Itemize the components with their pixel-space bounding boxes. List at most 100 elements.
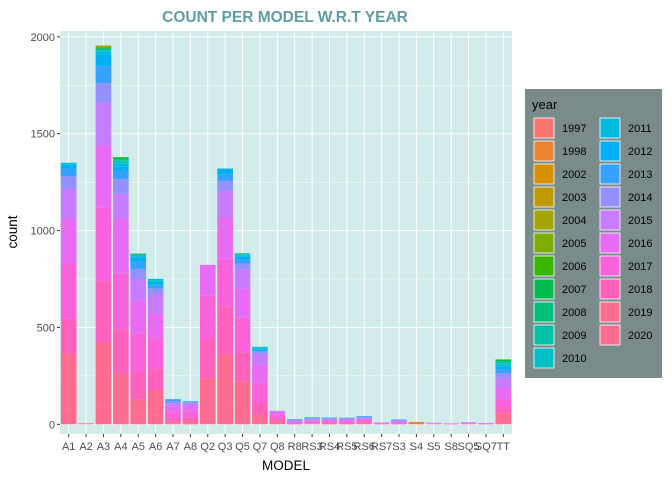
bar-segment-RS4-2016	[321, 420, 338, 422]
bar-segment-Q5-2010	[234, 254, 251, 256]
bar-segment-TT-2006	[495, 359, 512, 360]
bar-segment-A7-2014	[165, 401, 181, 404]
bar-segment-Q3-2013	[217, 174, 233, 182]
x-axis-ticks: A1 A2 A3 A4 A5 A6 A7 A8 Q2 Q3 Q5 Q7 Q8 R8 RS3RS4RS5RS6…	[62, 434, 510, 453]
bar-segment-A3-2009	[95, 49, 112, 51]
bar-segment-RS5-2017	[339, 421, 355, 423]
bar-segment-A6-2015	[147, 294, 164, 314]
bar-segment-A6-2020	[147, 415, 164, 425]
bar-segment-Q7-2015	[252, 354, 268, 365]
bar-segment-Q5-2013	[234, 259, 251, 264]
legend-key-2003	[533, 186, 555, 208]
bar-segment-A4-2017	[113, 273, 129, 330]
bar-segment-A3-2007	[95, 47, 112, 49]
bar-segment-TT-2016	[495, 387, 512, 400]
bar-segment-A4-2013	[113, 170, 129, 180]
bar-segment-A5-2012	[130, 257, 147, 262]
bar-segment-A5-2020	[130, 414, 147, 425]
bar-segment-A6-2014	[147, 288, 164, 295]
bar-segment-Q8-2018	[269, 418, 286, 422]
bar-segment-RS6-2015	[356, 418, 373, 420]
bar-segment-Q7-2011	[252, 347, 268, 349]
legend-key-2005	[533, 232, 555, 254]
x-tick-label: A2	[79, 441, 92, 453]
bar-segment-A4-2014	[113, 179, 129, 194]
legend-key-2012	[599, 140, 621, 162]
bar-segment-A5-2011	[130, 256, 147, 258]
bar-segment-Q2-2019	[199, 378, 216, 419]
bar-segment-A8-2018	[182, 417, 199, 422]
legend: year 1997 1998 2002 2003 2004 2005 2006 2007 200…	[525, 89, 662, 378]
x-axis-title: MODEL	[262, 458, 311, 473]
bar-segment-A5-2014	[130, 269, 147, 279]
bar-segment-TT-2008	[495, 361, 512, 363]
legend-key-2007	[533, 278, 555, 300]
bar-segment-RS6-2013	[356, 416, 373, 418]
legend-label-2019: 2019	[628, 307, 652, 319]
bar-segment-S4-1997	[408, 421, 425, 423]
bar-segment-RS3-2014	[304, 418, 320, 420]
bar-segment-A8-2015	[182, 403, 199, 407]
bar-segment-Q8-2017	[269, 414, 286, 419]
y-axis-title: count	[5, 215, 20, 248]
legend-label-2007: 2007	[562, 284, 586, 296]
legend-label-2005: 2005	[562, 238, 586, 250]
bar-segment-RS5-2015	[339, 419, 355, 421]
bar-segment-A1-2014	[60, 176, 77, 189]
bar-segment-RS4-2018	[321, 422, 338, 424]
bar-segment-S3-2013	[391, 419, 407, 421]
bar-segment-Q5-2017	[234, 317, 251, 353]
bar-segment-S5-2017	[425, 423, 442, 425]
bar-segment-A4-2016	[113, 218, 129, 274]
bar-segment-A3-2011	[95, 51, 112, 55]
x-tick-label: A1	[62, 441, 75, 453]
bar-segment-Q5-2009	[234, 253, 251, 255]
bar-segment-SQ5-2016	[460, 422, 477, 424]
bar-segment-Q5-2020	[234, 416, 251, 425]
legend-label-2014: 2014	[628, 192, 652, 204]
bar-segment-RS3-2016	[304, 420, 320, 422]
bar-segment-RS5-2014	[339, 418, 355, 420]
bar-segment-Q7-2019	[252, 414, 268, 423]
bar-segment-A3-2014	[95, 83, 112, 103]
legend-items: 1997 1998 2002 2003 2004 2005 2006 2007 2008 2009…	[533, 117, 652, 369]
bar-segment-A8-2013	[182, 401, 199, 403]
bar-segment-A6-2010	[147, 278, 164, 281]
x-tick-label: SQ7	[475, 441, 497, 453]
bar-segment-Q3-2016	[217, 217, 233, 259]
bar-segment-Q8-2015	[269, 410, 286, 412]
bar-segment-A1-2010	[60, 162, 77, 164]
bar-segment-A1-2017	[60, 262, 77, 319]
bar-segment-S8-2017	[443, 423, 459, 425]
legend-label-2008: 2008	[562, 307, 586, 319]
legend-key-1998	[533, 140, 555, 162]
bar-segment-A3-2010	[95, 50, 112, 52]
x-tick-label: RS7	[371, 441, 392, 453]
bar-segment-TT-2010	[495, 363, 512, 365]
bar-segment-A4-2010	[113, 161, 129, 164]
x-tick-label: RS5	[336, 441, 357, 453]
legend-key-2011	[599, 117, 621, 139]
bar-segment-A1-2018	[60, 318, 77, 354]
x-tick-label: A3	[97, 441, 110, 453]
bar-segment-A3-2015	[95, 102, 112, 146]
legend-key-2016	[599, 232, 621, 254]
y-tick-label: 1000	[31, 226, 55, 238]
bar-segment-A3-2019	[95, 342, 112, 407]
legend-key-2014	[599, 186, 621, 208]
legend-key-2009	[533, 324, 555, 346]
bar-segment-A5-2017	[130, 333, 147, 372]
bar-segment-RS7-2017	[373, 423, 390, 424]
x-tick-label: RS6	[354, 441, 375, 453]
bar-segment-RS3-2017	[304, 421, 320, 424]
bar-segment-RS6-2016	[356, 419, 373, 421]
legend-label-1998: 1998	[562, 146, 586, 158]
bar-segment-S5-2015	[425, 422, 442, 424]
bar-segment-A7-2019	[165, 421, 181, 424]
bar-segment-A7-2016	[165, 406, 181, 413]
bar-segment-A7-2017	[165, 412, 181, 418]
bar-segment-A8-2014	[182, 402, 199, 404]
bar-segment-RS7-2015	[373, 422, 390, 424]
y-tick-label: 500	[37, 322, 55, 334]
bar-segment-TT-2017	[495, 399, 512, 407]
